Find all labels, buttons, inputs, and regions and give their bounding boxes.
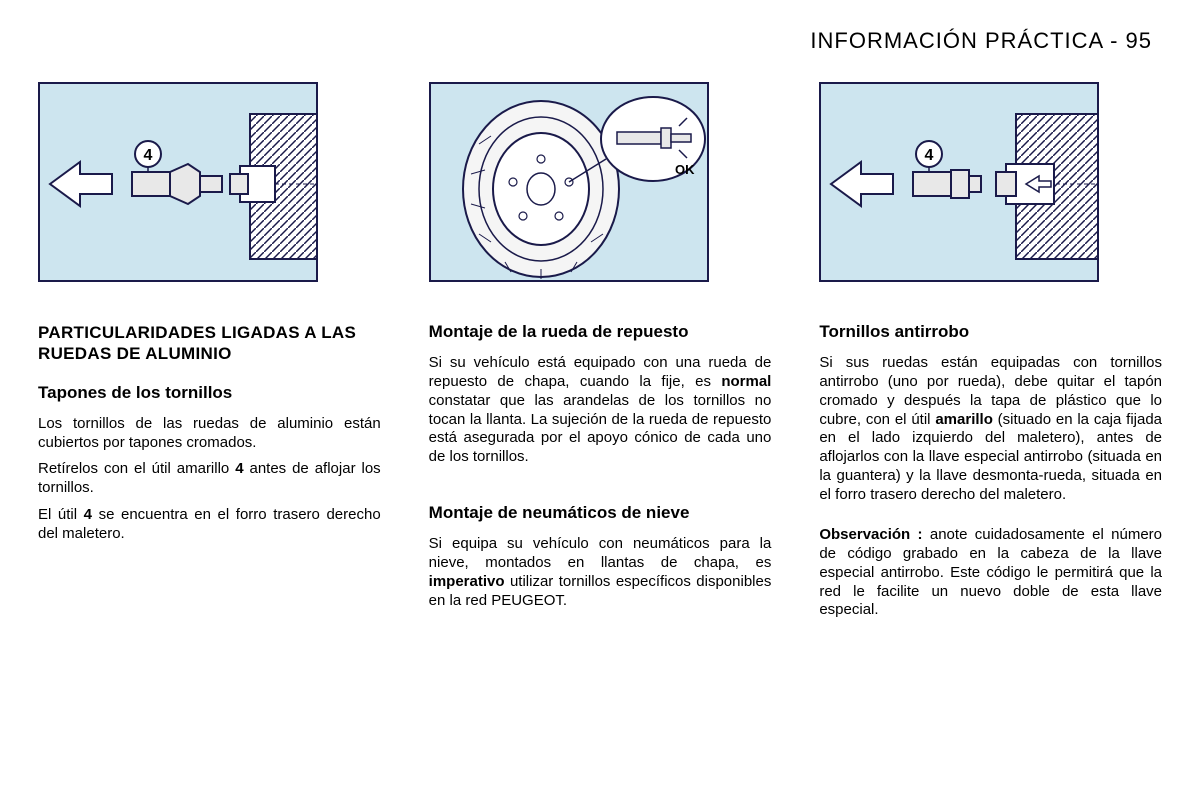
col3-p1-b: amarillo [935,411,993,428]
content-columns: 4 PARTICULARIDADES LIGADAS A LAS RUEDAS … [38,82,1162,628]
col2-title2: Montaje de neumáticos de nieve [429,503,772,523]
col2-p1: Si su vehículo está equipado con una rue… [429,354,772,467]
col2-p2: Si equipa su vehículo con neumáticos par… [429,535,772,610]
col3-p2: Observación : anote cuidadosamente el nú… [819,526,1162,620]
svg-text:4: 4 [144,147,153,164]
column-1: 4 PARTICULARIDADES LIGADAS A LAS RUEDAS … [38,82,381,628]
col1-p2-b: 4 [235,460,243,477]
col2-p1-b: normal [721,373,771,390]
col1-p3-a: El útil [38,506,84,523]
col1-p1: Los tornillos de las ruedas de aluminio … [38,415,381,453]
col2-title1: Montaje de la rueda de repuesto [429,322,772,342]
column-3: 4 Tornillos antirrobo Si [819,82,1162,628]
col1-p2-a: Retírelos con el útil amarillo [38,460,235,477]
col2-p1-c: constatar que las arandelas de los torni… [429,392,772,465]
diagram-antitheft: 4 [819,82,1099,282]
diagram-spare-wheel: OK [429,82,709,282]
col1-p3-b: 4 [84,506,92,523]
col3-p1: Si sus ruedas están equipadas con tornil… [819,354,1162,504]
svg-text:OK: OK [675,162,695,177]
col1-main-title: PARTICULARIDADES LIGADAS A LAS RUEDAS DE… [38,322,381,365]
col1-p2: Retírelos con el útil amarillo 4 antes d… [38,460,381,498]
col1-p3: El útil 4 se encuentra en el forro trase… [38,506,381,544]
column-2: OK Montaje de la rueda de repuesto Si su… [429,82,772,628]
svg-text:4: 4 [925,147,934,164]
header-title: INFORMACIÓN PRÁCTICA - 95 [810,28,1152,53]
col1-sub-title: Tapones de los tornillos [38,383,381,403]
col3-p2-a: Observación : [819,526,922,543]
page-header: INFORMACIÓN PRÁCTICA - 95 [38,28,1162,54]
col2-p2-a: Si equipa su vehículo con neumáticos par… [429,535,772,571]
col2-p2-b: imperativo [429,573,505,590]
diagram-bolt-removal: 4 [38,82,318,282]
col2-p1-a: Si su vehículo está equipado con una rue… [429,354,772,390]
col3-title: Tornillos antirrobo [819,322,1162,342]
